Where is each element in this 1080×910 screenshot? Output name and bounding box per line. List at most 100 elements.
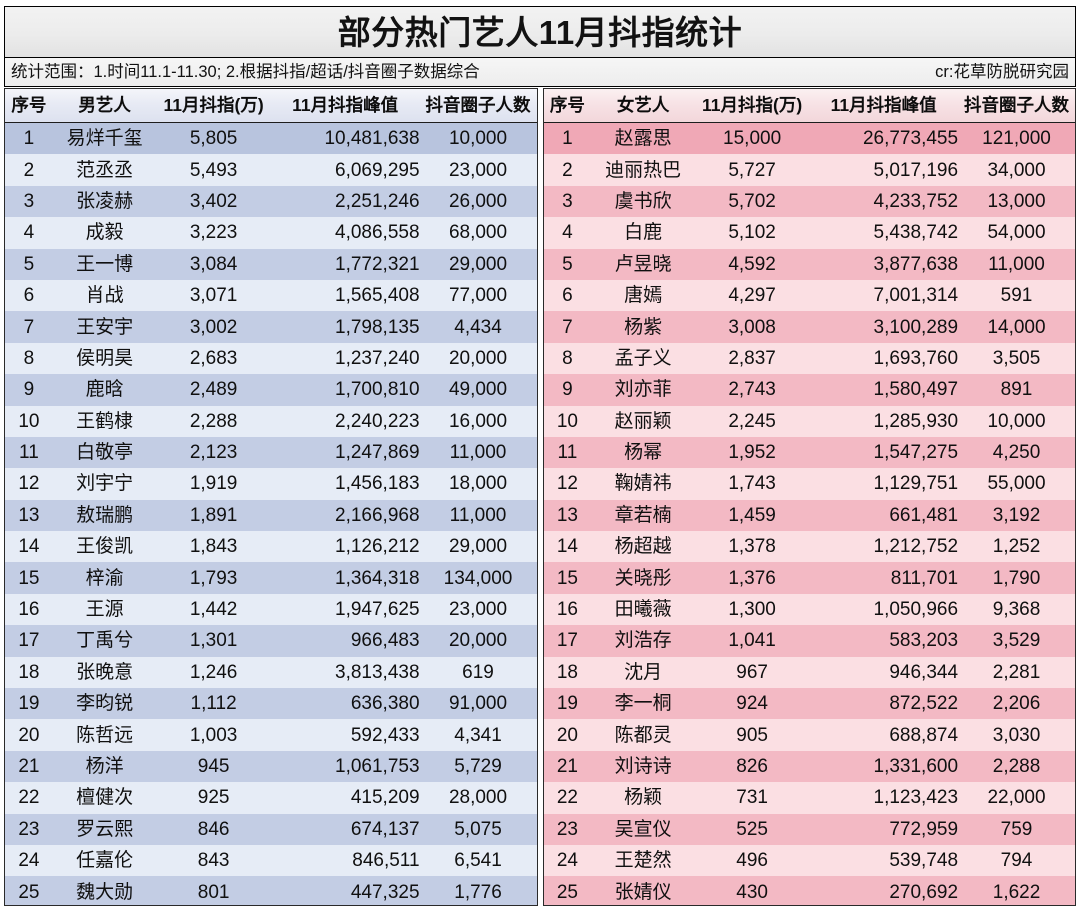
cell-index-peak: 1,050,966 xyxy=(873,599,959,621)
cell-index-peak: 1,237,240 xyxy=(335,347,420,369)
table-row: 25 魏大勋 801 447,325 1,776 xyxy=(5,876,537,905)
cell-index-peak: 966,483 xyxy=(350,630,420,652)
cell-rank: 10 xyxy=(556,410,578,432)
cell-circle-members: 28,000 xyxy=(448,787,508,809)
cell-index-peak: 26,773,455 xyxy=(862,128,959,150)
cell-circle-members: 4,250 xyxy=(992,442,1041,464)
cell-index-peak: 3,813,438 xyxy=(335,661,420,683)
female-table-header: 序号 女艺人 11月抖指(万) 11月抖指峰值 抖音圈子人数 xyxy=(543,89,1075,123)
cell-rank: 23 xyxy=(18,818,40,840)
table-row: 4 白鹿 5,102 5,438,742 54,000 xyxy=(543,217,1075,249)
cell-rank: 15 xyxy=(556,567,578,589)
cell-index-peak: 1,798,135 xyxy=(335,316,420,338)
table-row: 12 鞠婧祎 1,743 1,129,751 55,000 xyxy=(543,468,1075,500)
cell-artist-name: 白鹿 xyxy=(624,222,663,244)
table-row: 11 杨幂 1,952 1,547,275 4,250 xyxy=(543,436,1075,469)
cell-index-peak: 946,344 xyxy=(889,661,959,683)
cell-circle-members: 9,368 xyxy=(992,599,1041,621)
cell-douyin-index: 1,376 xyxy=(728,567,776,589)
cell-artist-name: 肖战 xyxy=(85,285,124,307)
column-header-circle: 抖音圈子人数 xyxy=(958,89,1075,123)
table-row: 10 王鹤棣 2,288 2,240,223 16,000 xyxy=(5,405,537,437)
cell-artist-name: 王一博 xyxy=(76,253,134,275)
table-row: 12 刘宇宁 1,919 1,456,183 18,000 xyxy=(5,468,537,500)
cell-rank: 21 xyxy=(18,756,40,777)
cell-circle-members: 18,000 xyxy=(448,473,508,495)
table-row: 20 陈都灵 905 688,874 3,030 xyxy=(543,719,1075,751)
table-row: 24 任嘉伦 843 846,511 6,541 xyxy=(5,844,537,877)
cell-rank: 1 xyxy=(23,128,35,150)
cell-index-peak: 661,481 xyxy=(889,504,959,526)
cell-rank: 7 xyxy=(562,316,573,338)
cell-circle-members: 5,075 xyxy=(454,818,502,840)
cell-rank: 19 xyxy=(18,693,40,715)
statistics-scope-note: 统计范围：1.时间11.1-11.30; 2.根据抖指/超话/抖音圈子数据综合 xyxy=(11,62,480,81)
cell-circle-members: 10,000 xyxy=(987,410,1046,432)
cell-artist-name: 丁禹兮 xyxy=(76,630,134,652)
cell-rank: 25 xyxy=(556,881,578,903)
cell-index-peak: 447,325 xyxy=(350,881,420,903)
cell-artist-name: 刘诗诗 xyxy=(614,756,672,777)
table-row: 23 罗云熙 846 674,137 5,075 xyxy=(5,813,537,845)
cell-artist-name: 杨紫 xyxy=(624,316,663,338)
cell-circle-members: 91,000 xyxy=(448,693,508,715)
cell-rank: 7 xyxy=(23,316,35,338)
cell-artist-name: 白敬亭 xyxy=(76,442,134,464)
cell-rank: 25 xyxy=(18,881,40,903)
cell-douyin-index: 5,702 xyxy=(728,190,776,212)
cell-artist-name: 刘宇宁 xyxy=(76,473,134,495)
cell-circle-members: 3,192 xyxy=(992,504,1041,526)
cell-index-peak: 1,364,318 xyxy=(335,567,420,589)
column-header-peak: 11月抖指峰值 xyxy=(809,89,959,123)
cell-artist-name: 敖瑞鹏 xyxy=(76,504,134,526)
cell-circle-members: 23,000 xyxy=(448,599,508,621)
cell-rank: 13 xyxy=(18,504,40,526)
cell-artist-name: 赵丽颖 xyxy=(614,410,672,432)
cell-artist-name: 杨幂 xyxy=(624,442,663,464)
cell-circle-members: 23,000 xyxy=(448,159,508,181)
cell-rank: 12 xyxy=(556,473,578,495)
cell-artist-name: 卢昱晓 xyxy=(614,253,672,275)
table-row: 2 迪丽热巴 5,727 5,017,196 34,000 xyxy=(543,154,1075,186)
cell-circle-members: 619 xyxy=(462,661,494,683)
table-row: 2 范丞丞 5,493 6,069,295 23,000 xyxy=(5,154,537,186)
cell-circle-members: 29,000 xyxy=(448,253,508,275)
table-row: 5 卢昱晓 4,592 3,877,638 11,000 xyxy=(543,248,1075,280)
cell-artist-name: 孟子义 xyxy=(614,347,672,369)
cell-circle-members: 1,622 xyxy=(992,881,1041,903)
column-header-index: 11月抖指(万) xyxy=(694,89,810,123)
column-header-artist: 女艺人 xyxy=(591,89,695,123)
cell-douyin-index: 2,837 xyxy=(728,347,776,369)
cell-douyin-index: 3,008 xyxy=(728,316,776,338)
cell-index-peak: 3,877,638 xyxy=(873,253,959,275)
cell-circle-members: 1,790 xyxy=(992,567,1041,589)
cell-index-peak: 592,433 xyxy=(350,724,420,746)
cell-douyin-index: 15,000 xyxy=(723,128,782,150)
cell-douyin-index: 1,378 xyxy=(728,536,776,558)
cell-rank: 2 xyxy=(23,159,35,181)
cell-index-peak: 688,874 xyxy=(889,724,959,746)
female-artists-table: 序号 女艺人 11月抖指(万) 11月抖指峰值 抖音圈子人数 1 赵露思 15,00… xyxy=(543,89,1075,905)
cell-rank: 11 xyxy=(19,442,39,464)
cell-rank: 5 xyxy=(562,253,573,275)
cell-index-peak: 1,061,753 xyxy=(335,756,420,777)
cell-douyin-index: 5,805 xyxy=(189,128,238,150)
cell-rank: 18 xyxy=(556,661,578,683)
cell-douyin-index: 3,402 xyxy=(189,190,238,212)
cell-index-peak: 270,692 xyxy=(889,881,959,903)
cell-douyin-index: 2,245 xyxy=(728,410,776,432)
cell-rank: 6 xyxy=(23,285,35,307)
cell-index-peak: 539,748 xyxy=(889,850,959,872)
cell-circle-members: 54,000 xyxy=(987,222,1046,244)
cell-artist-name: 成毅 xyxy=(85,222,124,244)
cell-circle-members: 591 xyxy=(1000,285,1033,307)
cell-rank: 10 xyxy=(18,410,40,432)
cell-douyin-index: 2,743 xyxy=(728,379,776,401)
cell-douyin-index: 801 xyxy=(197,881,230,903)
table-row: 14 杨超越 1,378 1,212,752 1,252 xyxy=(543,531,1075,563)
female-artists-panel: 序号 女艺人 11月抖指(万) 11月抖指峰值 抖音圈子人数 1 赵露思 15,00… xyxy=(542,88,1076,906)
table-row: 7 杨紫 3,008 3,100,289 14,000 xyxy=(543,311,1075,343)
cell-index-peak: 1,565,408 xyxy=(335,285,420,307)
cell-index-peak: 2,166,968 xyxy=(335,504,420,526)
cell-artist-name: 侯明昊 xyxy=(76,347,134,369)
